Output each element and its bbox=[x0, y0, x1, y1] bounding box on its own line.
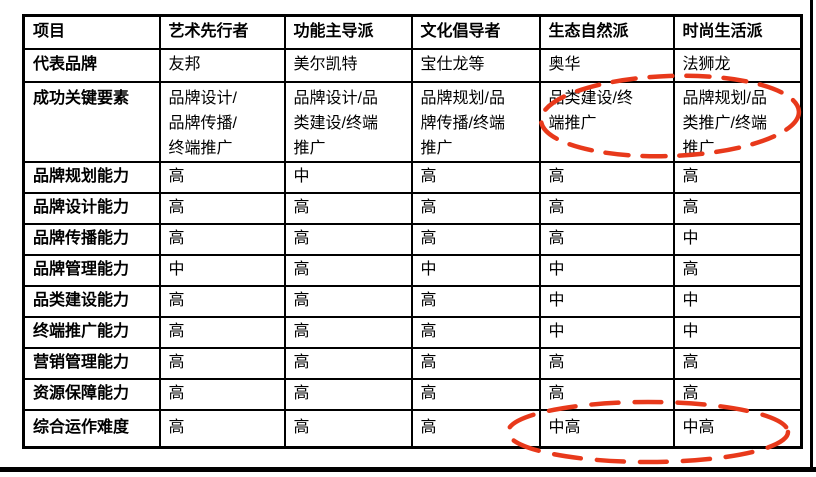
cell-value: 高 bbox=[410, 222, 541, 256]
cell-value: 中 bbox=[538, 315, 675, 349]
column-header-culture-advocate: 文化倡导者 bbox=[410, 14, 541, 50]
cell-value: 高 bbox=[158, 377, 286, 411]
cell-value: 高 bbox=[283, 253, 413, 287]
cell-value: 宝仕龙等 bbox=[410, 47, 541, 83]
cell-value: 高 bbox=[158, 408, 286, 449]
column-header-fashion-life: 时尚生活派 bbox=[672, 14, 803, 50]
cell-value: 高 bbox=[672, 346, 803, 380]
cell-value: 高 bbox=[283, 222, 413, 256]
cell-value: 高 bbox=[672, 377, 803, 411]
cell-value: 品牌设计/ 品牌传播/ 终端推广 bbox=[158, 80, 286, 163]
cell-value: 高 bbox=[410, 160, 541, 194]
cell-value: 中高 bbox=[538, 408, 675, 449]
cell-value: 中 bbox=[672, 315, 803, 349]
cell-value: 中 bbox=[410, 253, 541, 287]
table-row-brand-design: 品牌设计能力 高 高 高 高 高 bbox=[22, 191, 803, 225]
cell-value: 高 bbox=[410, 315, 541, 349]
column-header-art-pioneer: 艺术先行者 bbox=[158, 14, 286, 50]
cell-value: 高 bbox=[538, 377, 675, 411]
cell-value: 高 bbox=[672, 191, 803, 225]
row-label: 品牌设计能力 bbox=[22, 191, 161, 225]
row-label: 品牌规划能力 bbox=[22, 160, 161, 194]
cell-value: 中 bbox=[283, 160, 413, 194]
cell-value: 高 bbox=[283, 191, 413, 225]
table-header-row: 项目 艺术先行者 功能主导派 文化倡导者 生态自然派 时尚生活派 bbox=[22, 14, 803, 50]
table-row-category-building: 品类建设能力 高 高 高 中 中 bbox=[22, 284, 803, 318]
table-row-representative-brands: 代表品牌 友邦 美尔凯特 宝仕龙等 奥华 法狮龙 bbox=[22, 47, 803, 83]
row-label: 营销管理能力 bbox=[22, 346, 161, 380]
cell-value: 高 bbox=[283, 408, 413, 449]
slide-right-border-line bbox=[810, 0, 813, 472]
table-row-key-success-factors: 成功关键要素 品牌设计/ 品牌传播/ 终端推广 品牌设计/品 类建设/终端 推广… bbox=[22, 80, 803, 163]
cell-value: 高 bbox=[283, 377, 413, 411]
column-header-item: 项目 bbox=[22, 14, 161, 50]
cell-value: 高 bbox=[672, 160, 803, 194]
brand-comparison-table: 项目 艺术先行者 功能主导派 文化倡导者 生态自然派 时尚生活派 代表品牌 友邦… bbox=[22, 14, 803, 449]
cell-value: 品牌规划/品 牌传播/终端 推广 bbox=[410, 80, 541, 163]
cell-value: 高 bbox=[158, 315, 286, 349]
cell-value: 中 bbox=[538, 284, 675, 318]
cell-value: 品牌设计/品 类建设/终端 推广 bbox=[283, 80, 413, 163]
cell-value: 高 bbox=[158, 346, 286, 380]
table-row-brand-planning: 品牌规划能力 高 中 高 高 高 bbox=[22, 160, 803, 194]
row-label: 终端推广能力 bbox=[22, 315, 161, 349]
column-header-eco-natural: 生态自然派 bbox=[538, 14, 675, 50]
cell-value: 高 bbox=[538, 346, 675, 380]
table-row-marketing-management: 营销管理能力 高 高 高 高 高 bbox=[22, 346, 803, 380]
cell-value: 高 bbox=[158, 160, 286, 194]
cell-value: 高 bbox=[410, 191, 541, 225]
cell-value: 高 bbox=[410, 284, 541, 318]
column-header-function-led: 功能主导派 bbox=[283, 14, 413, 50]
cell-value: 高 bbox=[283, 284, 413, 318]
table-row-overall-difficulty: 综合运作难度 高 高 高 中高 中高 bbox=[22, 408, 803, 449]
row-label: 综合运作难度 bbox=[22, 408, 161, 449]
row-label: 代表品牌 bbox=[22, 47, 161, 83]
table-row-brand-communication: 品牌传播能力 高 高 高 高 中 bbox=[22, 222, 803, 256]
cell-value: 高 bbox=[158, 284, 286, 318]
cell-value: 友邦 bbox=[158, 47, 286, 83]
cell-value: 高 bbox=[538, 191, 675, 225]
cell-value: 高 bbox=[672, 253, 803, 287]
row-label: 品牌管理能力 bbox=[22, 253, 161, 287]
row-label: 成功关键要素 bbox=[22, 80, 161, 163]
cell-value: 品牌规划/品 类推广/终端 推广 bbox=[672, 80, 803, 163]
table-row-terminal-promotion: 终端推广能力 高 高 高 中 中 bbox=[22, 315, 803, 349]
cell-value: 品类建设/终 端推广 bbox=[538, 80, 675, 163]
cell-value: 高 bbox=[283, 315, 413, 349]
cell-value: 美尔凯特 bbox=[283, 47, 413, 83]
table-row-resource-guarantee: 资源保障能力 高 高 高 高 高 bbox=[22, 377, 803, 411]
cell-value: 高 bbox=[158, 191, 286, 225]
cell-value: 高 bbox=[410, 346, 541, 380]
cell-value: 中 bbox=[672, 284, 803, 318]
cell-value: 中 bbox=[672, 222, 803, 256]
row-label: 品牌传播能力 bbox=[22, 222, 161, 256]
cell-value: 法狮龙 bbox=[672, 47, 803, 83]
cell-value: 高 bbox=[410, 377, 541, 411]
cell-value: 奥华 bbox=[538, 47, 675, 83]
cell-value: 中高 bbox=[672, 408, 803, 449]
cell-value: 高 bbox=[283, 346, 413, 380]
cell-value: 高 bbox=[538, 160, 675, 194]
table-row-brand-management: 品牌管理能力 中 高 中 中 高 bbox=[22, 253, 803, 287]
cell-value: 高 bbox=[158, 222, 286, 256]
cell-value: 中 bbox=[538, 253, 675, 287]
row-label: 品类建设能力 bbox=[22, 284, 161, 318]
cell-value: 中 bbox=[158, 253, 286, 287]
cell-value: 高 bbox=[410, 408, 541, 449]
slide-bottom-border-line bbox=[0, 467, 816, 472]
row-label: 资源保障能力 bbox=[22, 377, 161, 411]
cell-value: 高 bbox=[538, 222, 675, 256]
